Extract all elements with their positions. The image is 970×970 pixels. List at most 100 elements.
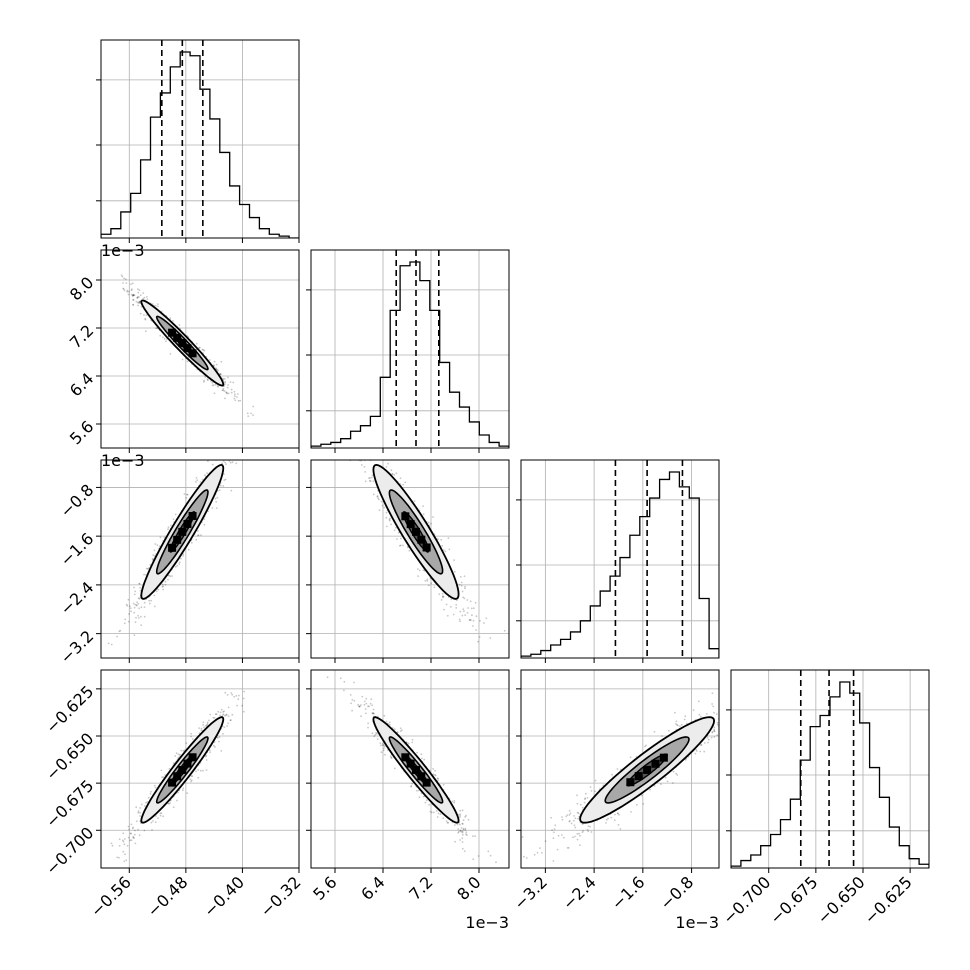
scatter-point bbox=[143, 601, 146, 604]
scatter-point bbox=[127, 290, 130, 293]
scatter-point bbox=[362, 431, 364, 433]
scatter-point bbox=[427, 521, 430, 524]
scatter-point bbox=[711, 692, 714, 695]
scatter-point bbox=[713, 729, 716, 732]
scatter-point bbox=[132, 304, 135, 306]
scatter-point bbox=[167, 528, 169, 531]
scatter-point bbox=[138, 607, 141, 610]
scatter-point bbox=[222, 733, 224, 735]
scatter-point bbox=[223, 377, 226, 380]
scatter-point bbox=[151, 558, 154, 560]
scatter-point bbox=[252, 414, 255, 416]
scatter-point bbox=[442, 549, 445, 552]
scatter-point bbox=[138, 302, 140, 304]
scatter-point bbox=[584, 792, 587, 795]
panel-frame-3-1 bbox=[310, 669, 510, 869]
scatter-point bbox=[485, 617, 488, 620]
scatter-point bbox=[219, 373, 222, 376]
scatter-point bbox=[221, 389, 224, 392]
scatter-point bbox=[224, 461, 227, 464]
scatter-point bbox=[204, 376, 207, 378]
scatter-point bbox=[126, 604, 129, 607]
scatter-point bbox=[363, 703, 366, 706]
scatter-point bbox=[223, 390, 226, 392]
scatter-point bbox=[149, 793, 152, 795]
scatter-point bbox=[464, 816, 466, 818]
scatter-point bbox=[231, 713, 234, 716]
scatter-point bbox=[358, 705, 360, 708]
scatter-point bbox=[221, 453, 223, 455]
scatter-point bbox=[213, 364, 215, 367]
scatter-point bbox=[227, 722, 230, 725]
scatter-point bbox=[463, 575, 466, 578]
scatter-point bbox=[137, 291, 140, 294]
scatter-point bbox=[442, 596, 444, 599]
scatter-point bbox=[390, 523, 392, 526]
scatter-point bbox=[365, 702, 368, 705]
scatter-point bbox=[442, 783, 445, 786]
scatter-point bbox=[402, 483, 405, 486]
scatter-point bbox=[235, 449, 237, 451]
scatter-point bbox=[383, 714, 386, 717]
scatter-point bbox=[700, 743, 703, 746]
scatter-point bbox=[410, 785, 412, 788]
scatter-point bbox=[226, 386, 229, 389]
scatter-point bbox=[159, 334, 162, 337]
scatter-point bbox=[159, 812, 162, 815]
scatter-point bbox=[155, 815, 157, 817]
scatter-point bbox=[462, 608, 465, 610]
scatter-point bbox=[135, 300, 138, 303]
scatter-point bbox=[472, 619, 475, 622]
scatter-point bbox=[132, 835, 135, 838]
scatter-point bbox=[422, 513, 425, 516]
scatter-point bbox=[118, 845, 121, 847]
scatter-point bbox=[218, 736, 221, 738]
scatter-point bbox=[237, 400, 240, 402]
scatter-point bbox=[376, 495, 379, 498]
scatter-point bbox=[383, 745, 386, 748]
contour-outer bbox=[372, 716, 460, 824]
scatter-point bbox=[368, 454, 370, 456]
scatter-point bbox=[227, 449, 229, 451]
scatter-point bbox=[423, 758, 426, 761]
scatter-point bbox=[459, 839, 461, 841]
scatter-point bbox=[228, 458, 230, 460]
scatter-point bbox=[411, 741, 414, 744]
scatter-point bbox=[729, 698, 731, 700]
scatter-point bbox=[454, 824, 456, 826]
scatter-point bbox=[138, 301, 141, 303]
scatter-point bbox=[422, 795, 425, 798]
scatter-point bbox=[131, 827, 134, 830]
scatter-point bbox=[129, 839, 132, 842]
scatter-point bbox=[377, 454, 379, 456]
scatter-point bbox=[446, 821, 449, 824]
scatter-point bbox=[457, 828, 460, 830]
scatter-point bbox=[424, 580, 427, 582]
scatter-point bbox=[372, 480, 375, 483]
scatter-point bbox=[220, 750, 223, 752]
scatter-point bbox=[437, 812, 440, 815]
scatter-point bbox=[446, 614, 449, 617]
scatter-point bbox=[165, 340, 167, 343]
scatter-point bbox=[191, 738, 194, 740]
scatter-point bbox=[374, 733, 377, 736]
scatter-point bbox=[477, 640, 480, 643]
scatter-point bbox=[435, 810, 438, 812]
scatter-point bbox=[134, 590, 137, 593]
scatter-point bbox=[230, 692, 233, 694]
scatter-point bbox=[674, 711, 676, 714]
scatter-point bbox=[222, 377, 225, 380]
scatter-point bbox=[459, 620, 461, 623]
scatter-point bbox=[441, 545, 444, 547]
scatter-point bbox=[385, 511, 388, 514]
scatter-point bbox=[461, 614, 464, 617]
scatter-point bbox=[164, 580, 167, 583]
scatter-point bbox=[200, 534, 202, 536]
scatter-point bbox=[186, 493, 188, 496]
scatter-point bbox=[399, 730, 402, 733]
scatter-point bbox=[199, 481, 202, 483]
scatter-point bbox=[130, 839, 133, 842]
scatter-point bbox=[477, 855, 480, 857]
scatter-point bbox=[139, 587, 142, 589]
scatter-point bbox=[479, 619, 481, 622]
